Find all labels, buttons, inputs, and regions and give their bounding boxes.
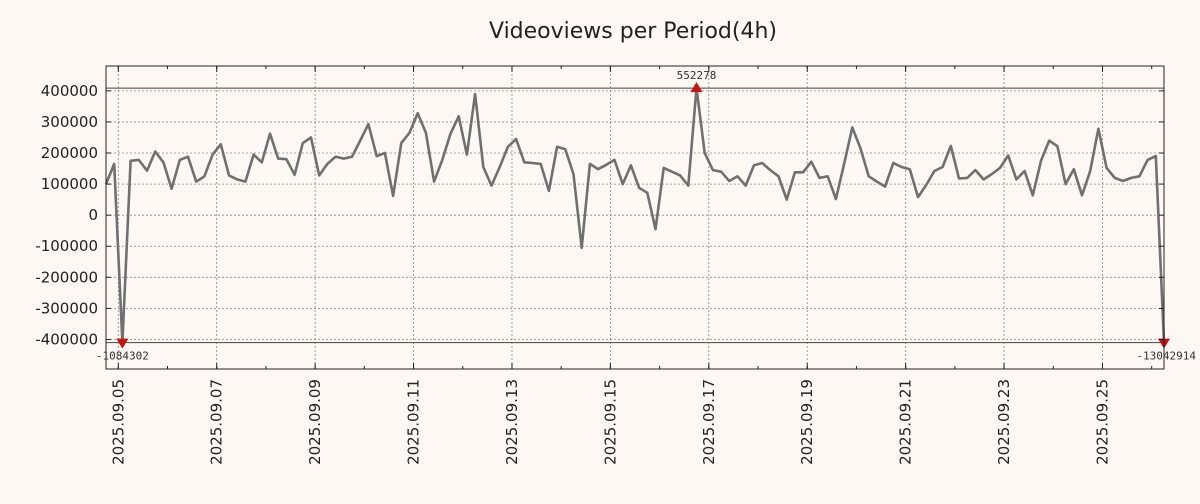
grid-layer <box>106 66 1164 369</box>
x-tick-label: 2025.09.05 <box>109 379 127 465</box>
series-line <box>104 86 1166 344</box>
series-layer <box>104 86 1166 344</box>
y-tick-label: -100000 <box>35 237 98 255</box>
x-tick-labels: 2025.09.05 2025.09.07 2025.09.09 2025.09.11… <box>109 379 1111 465</box>
y-tick-label: 100000 <box>41 175 98 193</box>
x-tick-label: 2025.09.23 <box>995 379 1013 465</box>
chart-title: Videoviews per Period(4h) <box>489 19 777 44</box>
y-tick-label: 0 <box>88 206 98 224</box>
annotation-min: -1084302 <box>96 350 149 363</box>
reference-lines <box>106 87 1164 344</box>
x-tick-label: 2025.09.13 <box>503 379 521 465</box>
marker-min <box>116 338 129 349</box>
x-tick-label: 2025.09.21 <box>897 379 915 465</box>
annotation-last: -13042914 <box>1136 350 1196 363</box>
x-tick-label: 2025.09.07 <box>208 379 226 465</box>
annotation-labels: 552278 -1084302 -13042914 <box>96 69 1196 363</box>
annotation-max: 552278 <box>677 69 717 82</box>
y-tick-labels: -400000 -300000 -200000 -100000 0 100000 20000… <box>35 82 98 349</box>
x-tick-label: 2025.09.09 <box>306 379 324 465</box>
y-tick-label: -300000 <box>35 299 98 317</box>
x-tick-label: 2025.09.11 <box>405 379 423 465</box>
y-tick-label: -200000 <box>35 268 98 286</box>
y-tick-label: 400000 <box>41 82 98 100</box>
y-tick-label: 300000 <box>41 113 98 131</box>
y-tick-label: 200000 <box>41 144 98 162</box>
x-tick-label: 2025.09.15 <box>601 379 619 465</box>
x-tick-label: 2025.09.19 <box>798 379 816 465</box>
marker-max <box>690 82 703 93</box>
tick-layer <box>106 66 1164 369</box>
plot-frame <box>105 65 1165 370</box>
y-tick-label: -400000 <box>35 330 98 348</box>
x-tick-label: 2025.09.17 <box>700 379 718 465</box>
x-tick-label: 2025.09.25 <box>1093 379 1111 465</box>
